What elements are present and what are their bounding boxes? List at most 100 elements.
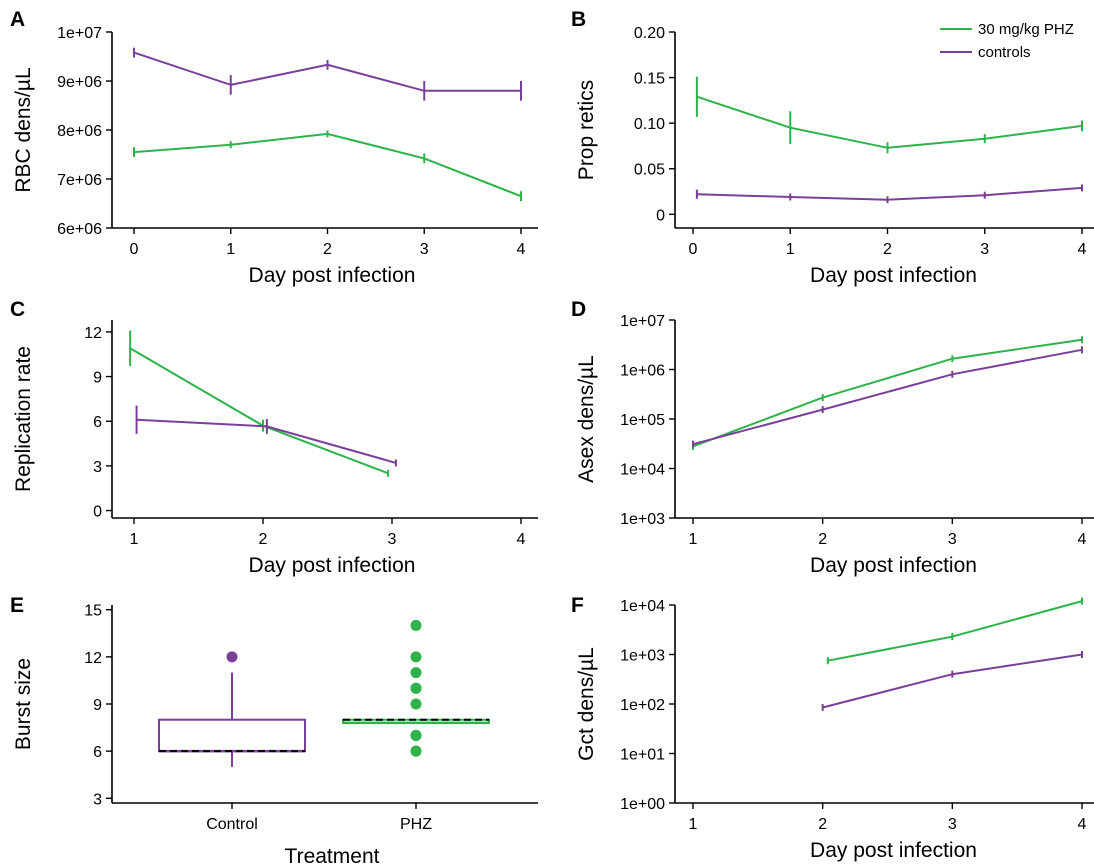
- x-tick-label: 1: [130, 531, 139, 548]
- x-tick-label: 4: [517, 531, 526, 548]
- series-line-controls: [133, 51, 521, 92]
- y-tick-label: 6e+06: [57, 221, 102, 238]
- y-tick-label: 1e+03: [620, 648, 665, 665]
- y-tick-label: 1e+04: [620, 462, 665, 479]
- y-tick-label: 1e+05: [620, 412, 665, 429]
- x-axis-label: Day post infection: [249, 264, 416, 287]
- y-tick-label: 0.05: [634, 162, 665, 179]
- y-axis-label: RBC dens/µL: [12, 67, 35, 192]
- x-tick-label: 3: [948, 531, 957, 548]
- y-tick-label: 0: [93, 504, 102, 521]
- y-axis-label: Prop retics: [575, 80, 598, 180]
- series-line-phz: [827, 600, 1083, 662]
- y-tick-label: 1e+07: [57, 25, 102, 42]
- x-tick-label: 1: [786, 241, 795, 258]
- x-tick-label: PHZ: [400, 816, 432, 833]
- series-line-phz: [129, 347, 389, 475]
- x-tick-label: 2: [818, 531, 827, 548]
- panel-F: F 1e+00 1e+01 1e+02 1e+03 1e+04 1 2 3 4 Day post i…: [571, 594, 1094, 862]
- x-tick-label: Control: [206, 816, 258, 833]
- box-controls: [158, 718, 306, 753]
- legend-label-phz: 30 mg/kg PHZ: [978, 21, 1074, 38]
- panel-letter: E: [10, 594, 24, 617]
- y-tick-label: 1e+04: [620, 598, 665, 615]
- x-tick-label: 4: [517, 241, 526, 258]
- series-line-controls: [696, 186, 1083, 201]
- outlier-point-phz: [410, 682, 422, 694]
- y-tick-label: 12: [84, 325, 102, 342]
- panel-B: B 0 0.05 0.10 0.15 0.20 0 1 2 3 4 Day post infectio…: [571, 8, 1094, 287]
- x-axis-label: Day post infection: [810, 554, 977, 577]
- y-tick-label: 12: [84, 650, 102, 667]
- y-tick-label: 1e+02: [620, 697, 665, 714]
- y-tick-label: 9e+06: [57, 74, 102, 91]
- y-axis-label: Gct dens/µL: [575, 647, 598, 761]
- outlier-point-controls: [226, 651, 238, 663]
- y-tick-label: 0.15: [634, 71, 665, 88]
- y-tick-label: 0: [656, 207, 665, 224]
- y-axis-label: Replication rate: [12, 346, 35, 492]
- x-tick-label: 3: [948, 816, 957, 833]
- x-tick-label: 4: [1078, 241, 1087, 258]
- legend-label-controls: controls: [978, 44, 1031, 61]
- x-tick-label: 1: [689, 816, 698, 833]
- x-tick-label: 1: [226, 241, 235, 258]
- x-tick-label: 0: [689, 241, 698, 258]
- outlier-point-phz: [410, 745, 422, 757]
- series-line-phz: [692, 338, 1083, 448]
- series-line-phz: [696, 95, 1083, 149]
- legend: 30 mg/kg PHZ controls: [940, 21, 1074, 61]
- panel-letter: A: [10, 8, 25, 31]
- y-axis-label: Asex dens/µL: [575, 355, 598, 483]
- y-axis-label: Burst size: [12, 658, 35, 750]
- y-tick-label: 8e+06: [57, 123, 102, 140]
- x-axis-label: Day post infection: [249, 554, 416, 577]
- outlier-point-phz: [410, 729, 422, 741]
- panel-letter: F: [571, 594, 584, 617]
- x-tick-label: 3: [420, 241, 429, 258]
- panel-A: A 6e+06 7e+06 8e+06 9e+06 1e+07 0 1 2 3 4 Day post …: [10, 8, 538, 287]
- series-line-controls: [822, 653, 1083, 709]
- x-tick-label: 3: [388, 531, 397, 548]
- x-tick-label: 1: [689, 531, 698, 548]
- x-axis-label: Treatment: [285, 845, 380, 868]
- y-tick-label: 1e+06: [620, 363, 665, 380]
- panel-letter: B: [571, 8, 586, 31]
- y-tick-label: 1e+07: [620, 313, 665, 330]
- outlier-point-phz: [410, 651, 422, 663]
- x-tick-label: 2: [259, 531, 268, 548]
- y-tick-label: 1e+01: [620, 747, 665, 764]
- x-tick-label: 3: [980, 241, 989, 258]
- y-tick-label: 6: [93, 414, 102, 431]
- y-tick-label: 1e+00: [620, 796, 665, 813]
- y-tick-label: 3: [93, 791, 102, 808]
- outlier-point-phz: [410, 667, 422, 679]
- x-tick-label: 4: [1078, 531, 1087, 548]
- x-tick-label: 2: [883, 241, 892, 258]
- y-tick-label: 15: [84, 603, 102, 620]
- y-tick-label: 1e+03: [620, 511, 665, 528]
- y-tick-label: 9: [93, 370, 102, 387]
- series-line-phz: [133, 132, 522, 198]
- y-tick-label: 0.20: [634, 25, 665, 42]
- y-tick-label: 7e+06: [57, 172, 102, 189]
- x-axis-label: Day post infection: [810, 264, 977, 287]
- x-tick-label: 4: [1078, 816, 1087, 833]
- panel-E: E 3 6 9 12 15 Control PHZ Treatment Burst size: [10, 594, 538, 868]
- x-tick-label: 2: [818, 816, 827, 833]
- y-tick-label: 0.10: [634, 116, 665, 133]
- x-tick-label: 0: [130, 241, 139, 258]
- panel-D: D 1e+03 1e+04 1e+05 1e+06 1e+07 1 2 3 4 Day post i…: [571, 298, 1094, 577]
- x-axis-label: Day post infection: [810, 839, 977, 862]
- panel-letter: D: [571, 298, 586, 321]
- panel-letter: C: [10, 298, 25, 321]
- y-tick-label: 6: [93, 744, 102, 761]
- y-tick-label: 3: [93, 459, 102, 476]
- series-line-controls: [692, 348, 1083, 446]
- outlier-point-phz: [410, 619, 422, 631]
- x-tick-label: 2: [323, 241, 332, 258]
- y-tick-label: 9: [93, 697, 102, 714]
- outlier-point-phz: [410, 698, 422, 710]
